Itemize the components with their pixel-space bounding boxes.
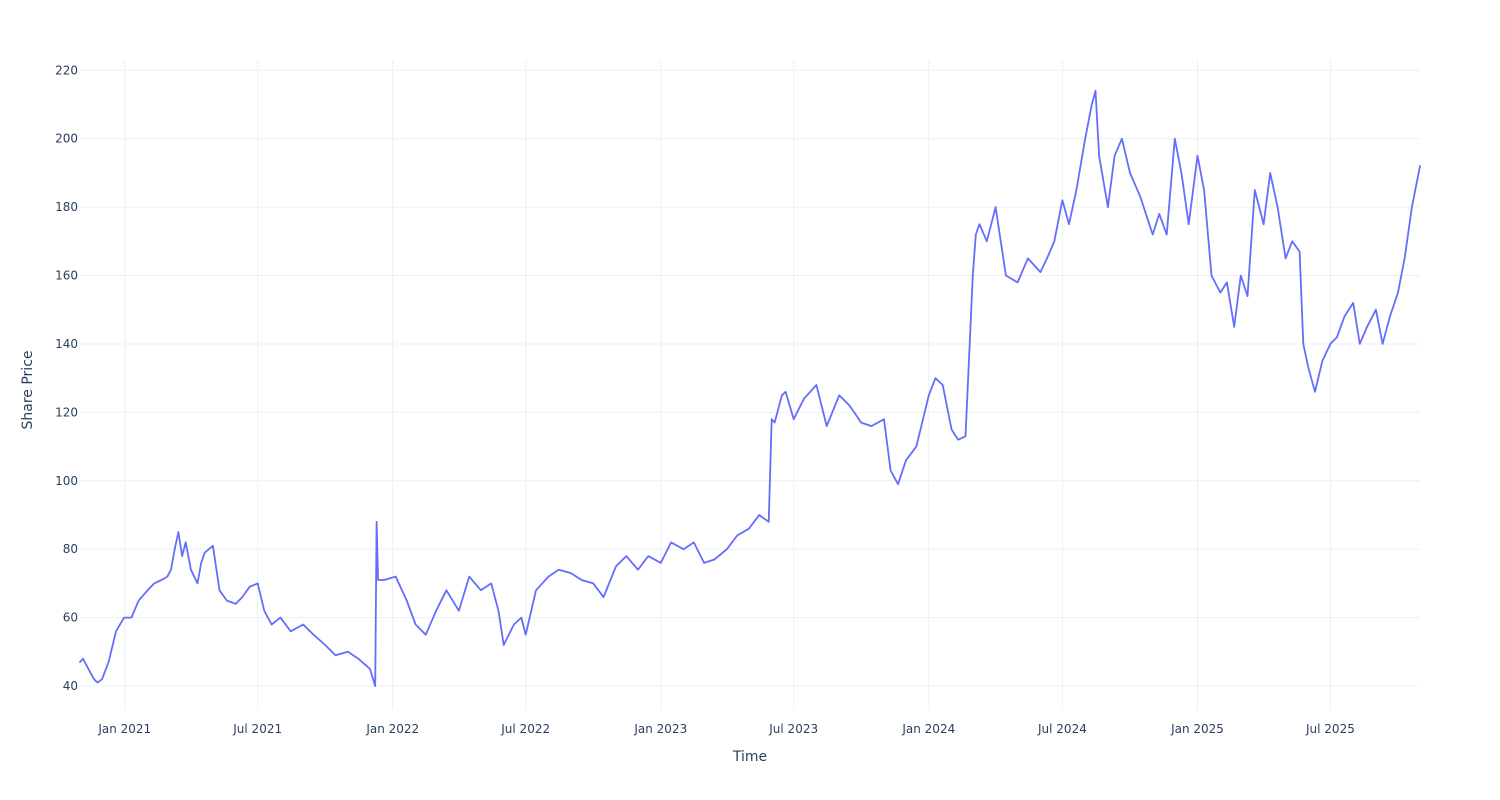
- y-tick-label: 60: [63, 611, 78, 625]
- y-tick-label: 80: [63, 542, 78, 556]
- series-layer: [79, 89, 1421, 687]
- x-tick-label: Jul 2021: [232, 722, 282, 736]
- y-tick-label: 160: [55, 269, 78, 283]
- y-gridlines: [80, 69, 1420, 687]
- y-tick-label: 180: [55, 200, 78, 214]
- x-tick-label: Jan 2025: [1170, 722, 1224, 736]
- y-tick-label: 220: [55, 63, 78, 77]
- x-tick-label: Jul 2024: [1037, 722, 1087, 736]
- y-tick-label: 140: [55, 337, 78, 351]
- y-axis-title: Share Price: [20, 350, 36, 429]
- series-line: [79, 89, 1421, 687]
- x-axis-ticks: Jan 2021 Jul 2021 Jan 2022 Jul 2022 Jan 2023…: [97, 722, 1354, 736]
- x-tick-label: Jul 2025: [1305, 722, 1355, 736]
- y-tick-label: 120: [55, 405, 78, 419]
- x-tick-label: Jul 2023: [768, 722, 818, 736]
- x-tick-label: Jul 2022: [500, 722, 550, 736]
- x-tick-label: Jan 2021: [97, 722, 151, 736]
- x-tick-label: Jan 2024: [901, 722, 955, 736]
- y-axis-ticks: 40 60 80 100 120 140 160 180 200 220: [55, 63, 78, 693]
- y-tick-label: 40: [63, 679, 78, 693]
- x-axis-title: Time: [732, 749, 767, 765]
- x-tick-label: Jan 2022: [365, 722, 419, 736]
- y-tick-label: 100: [55, 474, 78, 488]
- x-gridlines: [124, 60, 1331, 710]
- x-tick-label: Jan 2023: [633, 722, 687, 736]
- y-tick-label: 200: [55, 132, 78, 146]
